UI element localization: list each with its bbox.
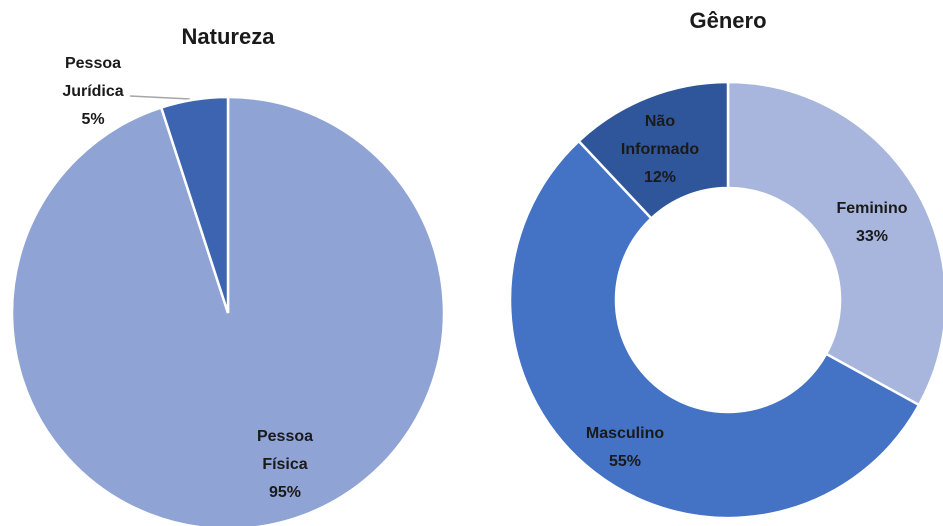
chart-title: Natureza <box>182 24 276 49</box>
label-line: Masculino <box>586 425 664 442</box>
value-label: 5% <box>81 111 104 128</box>
slice-label: Feminino <box>836 200 907 217</box>
slice-label: Masculino <box>586 425 664 442</box>
slice <box>726 80 943 407</box>
value-label: 12% <box>644 169 676 186</box>
label-line: Jurídica <box>62 83 123 100</box>
leader-line <box>129 95 191 100</box>
slice-label: Pessoa Jurídica <box>62 55 123 100</box>
value-label: 95% <box>269 484 301 501</box>
label-line: Pessoa <box>65 55 121 72</box>
value-label: 55% <box>609 453 641 470</box>
slice-label: Não Informado <box>621 113 699 158</box>
slice-label: Pessoa Física <box>257 428 313 473</box>
label-line: Física <box>262 456 307 473</box>
chart-title: Gênero <box>689 8 766 33</box>
value-label: 33% <box>856 228 888 245</box>
slice <box>159 95 230 314</box>
label-line: Feminino <box>836 200 907 217</box>
slice <box>577 80 730 221</box>
label-line: Informado <box>621 141 699 158</box>
label-line: Não <box>645 113 675 130</box>
label-line: Pessoa <box>257 428 313 445</box>
slice <box>508 139 921 520</box>
